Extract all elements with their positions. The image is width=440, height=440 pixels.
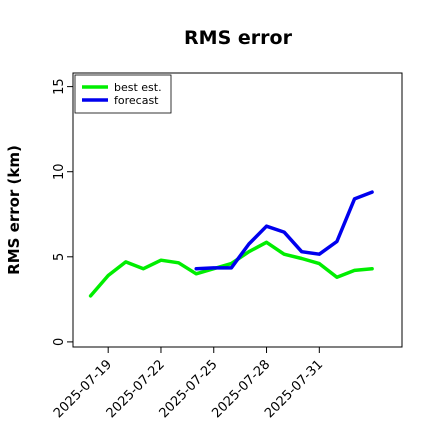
y-axis: 0 5 10 15 (52, 78, 73, 346)
y-tick-label-2: 10 (52, 163, 67, 180)
chart-title: RMS error (184, 27, 293, 49)
y-axis-label: RMS error (km) (5, 145, 23, 275)
y-tick-label-1: 5 (52, 253, 67, 261)
x-axis: 2025-07-192025-07-222025-07-252025-07-28… (51, 347, 326, 421)
y-tick-label-0: 0 (52, 338, 67, 346)
y-tick-label-3: 15 (52, 78, 67, 95)
legend-box (74, 74, 172, 114)
legend-label-0: best est. (114, 81, 162, 94)
series-line-forecast (194, 190, 374, 271)
legend: best est.forecast (74, 74, 172, 114)
plot-frame (72, 72, 403, 348)
series-layer (88, 190, 374, 298)
legend-label-1: forecast (114, 94, 159, 107)
series-line-best-est (88, 240, 374, 298)
